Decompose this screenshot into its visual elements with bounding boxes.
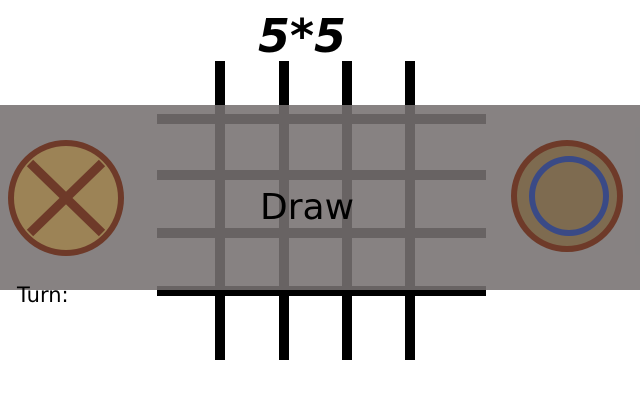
x-mark-icon [26, 159, 106, 237]
player-o-token [511, 140, 623, 252]
board-size-title: 5*5 [257, 9, 347, 63]
game-result-text: Draw [259, 187, 355, 228]
turn-label: Turn: [17, 283, 69, 307]
o-ring-icon [529, 156, 609, 236]
player-x-token [8, 140, 124, 256]
grid-line-horizontal-4 [157, 286, 486, 296]
